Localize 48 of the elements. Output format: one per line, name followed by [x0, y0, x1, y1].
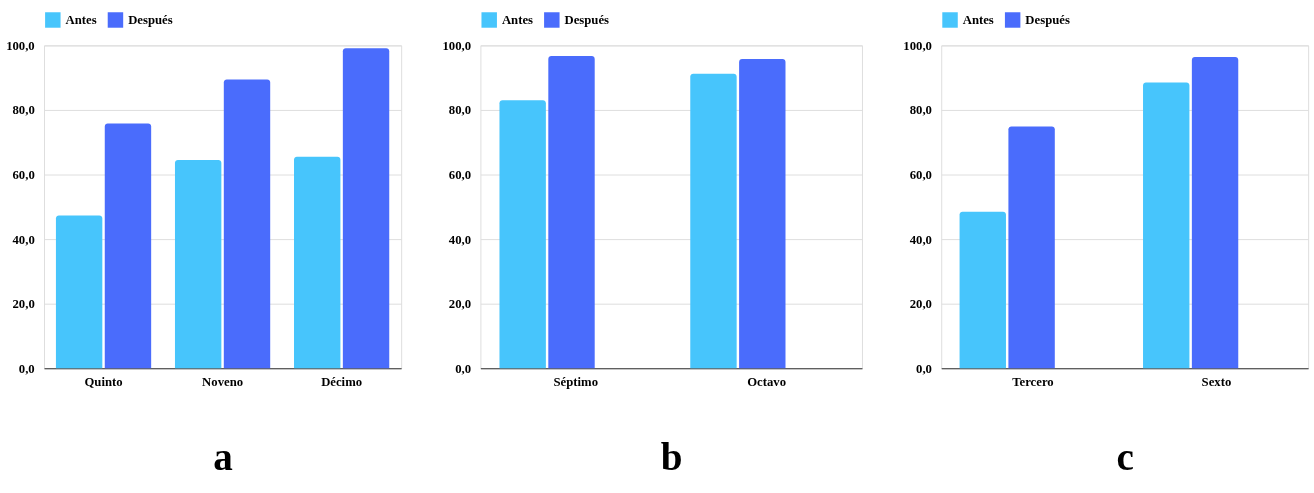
y-tick-label: 80,0 — [12, 103, 35, 118]
x-tick-label: Quinto — [84, 375, 123, 390]
y-tick-label: 80,0 — [909, 103, 932, 118]
y-tick-label: 40,0 — [909, 232, 932, 247]
y-tick-label: 40,0 — [12, 232, 35, 247]
bar — [690, 73, 737, 369]
legend-label: Antes — [962, 12, 994, 27]
y-tick-label: 20,0 — [12, 297, 35, 312]
x-tick-label: Sexto — [1201, 375, 1232, 390]
x-tick-label: Noveno — [202, 375, 244, 390]
bar — [174, 160, 222, 369]
bar — [548, 56, 595, 369]
legend-label: Después — [564, 12, 610, 27]
y-tick-label: 60,0 — [448, 167, 472, 182]
bar — [739, 58, 786, 369]
legend-label: Antes — [501, 12, 534, 27]
x-axis-title: b — [660, 434, 683, 478]
y-tick-label: 60,0 — [12, 167, 35, 182]
y-tick-label: 20,0 — [909, 297, 932, 312]
y-tick-label: 20,0 — [448, 297, 472, 312]
x-axis-title: c — [1116, 434, 1134, 478]
y-tick-label: 0,0 — [18, 361, 35, 376]
bar — [342, 48, 390, 369]
x-axis-title: a — [213, 434, 233, 478]
y-tick-label: 100,0 — [442, 38, 472, 53]
y-tick-label: 100,0 — [903, 38, 932, 53]
y-tick-label: 60,0 — [909, 167, 932, 182]
y-tick-label: 80,0 — [448, 103, 472, 118]
bar — [499, 100, 546, 369]
bar — [294, 156, 341, 369]
x-tick-label: Tercero — [1012, 375, 1054, 390]
y-tick-label: 100,0 — [6, 38, 35, 53]
bar — [223, 79, 271, 369]
bar — [104, 123, 152, 369]
bar — [1008, 126, 1055, 369]
bar — [959, 211, 1006, 369]
y-tick-label: 40,0 — [448, 232, 472, 247]
x-tick-label: Séptimo — [553, 375, 599, 390]
bar — [55, 215, 103, 369]
x-tick-label: Décimo — [321, 375, 363, 390]
legend-label: Después — [1025, 12, 1070, 27]
legend-label: Después — [128, 12, 173, 27]
legend-label: Antes — [65, 12, 97, 27]
bar — [1191, 57, 1239, 369]
bar — [1143, 82, 1190, 369]
x-tick-label: Octavo — [747, 375, 786, 390]
y-tick-label: 0,0 — [916, 361, 932, 376]
y-tick-label: 0,0 — [455, 361, 472, 376]
